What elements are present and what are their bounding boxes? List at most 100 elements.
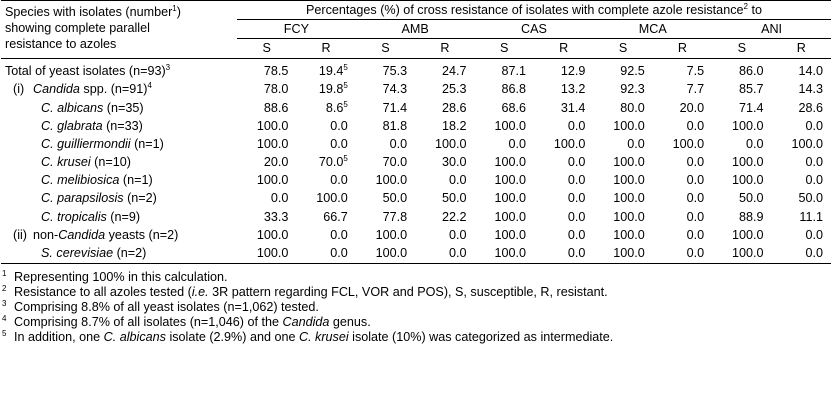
value: 100.0 — [375, 227, 408, 242]
value-cell: 68.6 — [475, 99, 534, 117]
value-cell: 100.0 — [593, 244, 653, 264]
value: 0.0 — [567, 173, 586, 188]
text-segment: (n=1) — [130, 136, 164, 151]
value: 100.0 — [256, 136, 289, 151]
value: 74.3 — [382, 82, 408, 97]
value: 22.2 — [442, 209, 467, 224]
value: 86.0 — [739, 64, 764, 79]
text-segment: Candida — [58, 227, 106, 242]
value-cell: 100.0 — [593, 154, 652, 172]
sub-header: S — [474, 38, 534, 59]
data-row: (i) Candida spp. (n=91)4 78.0 19.85 74.3 25.3… — [1, 81, 831, 99]
value: 85.7 — [739, 82, 764, 97]
value: 0.0 — [686, 191, 705, 206]
value-cell: 0.0 — [534, 226, 593, 244]
text-segment: yeasts (n=2) — [105, 227, 179, 242]
value-cell: 88.9 — [712, 208, 771, 226]
value: 0.0 — [686, 173, 705, 188]
value-cell: 100.0 — [355, 244, 416, 264]
value-cell: 0.0 — [356, 135, 415, 153]
value-cell: 71.4 — [356, 99, 415, 117]
sub-header-text: S — [500, 40, 509, 55]
value-cell: 74.3 — [356, 81, 415, 99]
sub-header: S — [237, 38, 297, 59]
value: 100.0 — [494, 246, 526, 261]
value: 0.0 — [686, 155, 705, 170]
value-cell: 100.0 — [593, 190, 652, 208]
value-cell: 12.9 — [534, 58, 593, 81]
value-cell: 0.0 — [772, 172, 831, 190]
value: 100.0 — [494, 191, 526, 206]
drug-header: ANI — [712, 19, 831, 40]
row-label: C. krusei (n=10) — [1, 154, 237, 172]
value: 0.0 — [567, 118, 586, 133]
value: 20.0 — [679, 100, 705, 115]
value-cell: 7.5 — [653, 58, 712, 81]
value-cell: 0.0 — [296, 135, 355, 153]
text-segment: Representing 100% in this calculation. — [14, 269, 228, 284]
value: 70.0 — [318, 155, 344, 170]
value: 81.8 — [382, 118, 408, 133]
footnote-ref: 5 — [343, 63, 348, 73]
value: 20.0 — [263, 155, 289, 170]
row-marker: (i) — [13, 82, 25, 97]
value-cell: 86.0 — [712, 58, 771, 81]
text-segment: C. guilliermondii — [41, 136, 131, 151]
value-cell: 100.0 — [475, 172, 534, 190]
data-row: Total of yeast isolates (n=93)3 78.5 19.45… — [1, 58, 831, 81]
text-segment: C. glabrata — [41, 118, 103, 133]
header-row: FCY AMB CAS MCA ANI — [1, 19, 831, 40]
text-segment: C. parapsilosis — [41, 191, 124, 206]
value-cell: 86.8 — [475, 81, 534, 99]
value: 0.0 — [805, 227, 823, 242]
value: 100.0 — [256, 227, 289, 242]
value-cell: 0.0 — [415, 172, 474, 190]
value-cell: 0.0 — [772, 117, 831, 135]
text-segment: (n=10) — [90, 155, 131, 170]
drug-name: MCA — [638, 21, 667, 36]
value-cell: 0.0 — [296, 117, 355, 135]
value: 14.3 — [798, 82, 823, 97]
value: 100.0 — [732, 118, 764, 133]
sub-header: R — [771, 38, 831, 59]
text-segment: Candida — [282, 314, 330, 329]
value: 28.6 — [798, 100, 823, 115]
value-cell: 100.0 — [237, 172, 296, 190]
value: 8.6 — [325, 100, 344, 115]
value-cell: 0.0 — [712, 135, 771, 153]
value-cell: 100.0 — [712, 226, 771, 244]
value: 78.0 — [263, 82, 289, 97]
data-row: C. albicans (n=35) 88.6 8.65 71.4 28.6 68.6 31… — [1, 99, 831, 117]
value-cell: 50.0 — [356, 190, 415, 208]
sub-header-text: S — [262, 40, 271, 55]
value-cell: 25.3 — [415, 81, 474, 99]
value-cell: 80.0 — [593, 99, 652, 117]
text-segment: non- — [33, 227, 59, 242]
value-cell: 0.0 — [772, 226, 831, 244]
value: 0.0 — [330, 118, 348, 133]
value-cell: 100.0 — [237, 226, 296, 244]
value-cell: 22.2 — [415, 208, 474, 226]
value: 100.0 — [494, 155, 526, 170]
text-segment: 1 — [172, 4, 177, 13]
value: 100.0 — [375, 173, 408, 188]
sub-header-text: S — [618, 40, 628, 55]
value-cell: 88.6 — [237, 99, 296, 117]
value: 71.4 — [382, 100, 408, 115]
text-segment: C. tropicalis — [41, 209, 107, 224]
value-cell: 0.0 — [534, 154, 593, 172]
value: 100.0 — [375, 246, 408, 261]
value-cell: 100.0 — [772, 135, 831, 153]
value-cell: 33.3 — [237, 208, 296, 226]
drug-name: FCY — [283, 21, 309, 36]
value: 88.6 — [263, 100, 289, 115]
value-cell: 0.0 — [772, 154, 831, 172]
sub-header-text: R — [440, 40, 450, 55]
text-segment: Candida — [33, 82, 80, 97]
text-segment: (n=2) — [113, 246, 147, 261]
value-cell: 100.0 — [712, 172, 771, 190]
value: 0.0 — [686, 118, 705, 133]
value: 77.8 — [382, 209, 408, 224]
